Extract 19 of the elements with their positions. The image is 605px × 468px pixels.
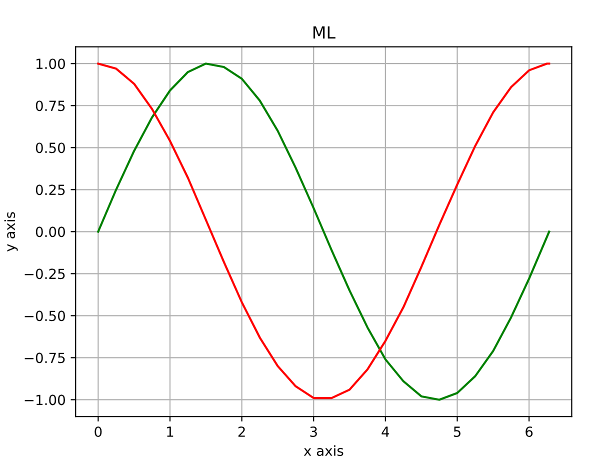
y-tick-label: −0.75 (24, 352, 65, 364)
x-tick-label: 5 (454, 426, 460, 437)
x-tick-label: 6 (526, 426, 533, 437)
y-tick-label: 0.50 (36, 142, 65, 154)
x-tick-label: 1 (167, 426, 174, 437)
y-tick-label: 0.00 (36, 226, 65, 238)
y-tick-label: 1.00 (36, 58, 65, 70)
y-tick-label: 0.75 (36, 100, 65, 112)
y-tick-label: −0.25 (24, 268, 65, 280)
y-tick-label: −1.00 (24, 394, 65, 406)
y-tick-label: −0.50 (24, 310, 65, 322)
y-tick-label: 0.25 (36, 184, 65, 196)
chart-title: ML (313, 26, 336, 38)
x-tick-label: 2 (238, 426, 245, 437)
x-tick-label: 3 (310, 426, 317, 437)
y-axis-title: y axis (4, 212, 18, 252)
x-tick-label: 4 (382, 426, 390, 437)
x-tick-label: 0 (94, 426, 102, 437)
x-axis-title: x axis (304, 445, 344, 456)
